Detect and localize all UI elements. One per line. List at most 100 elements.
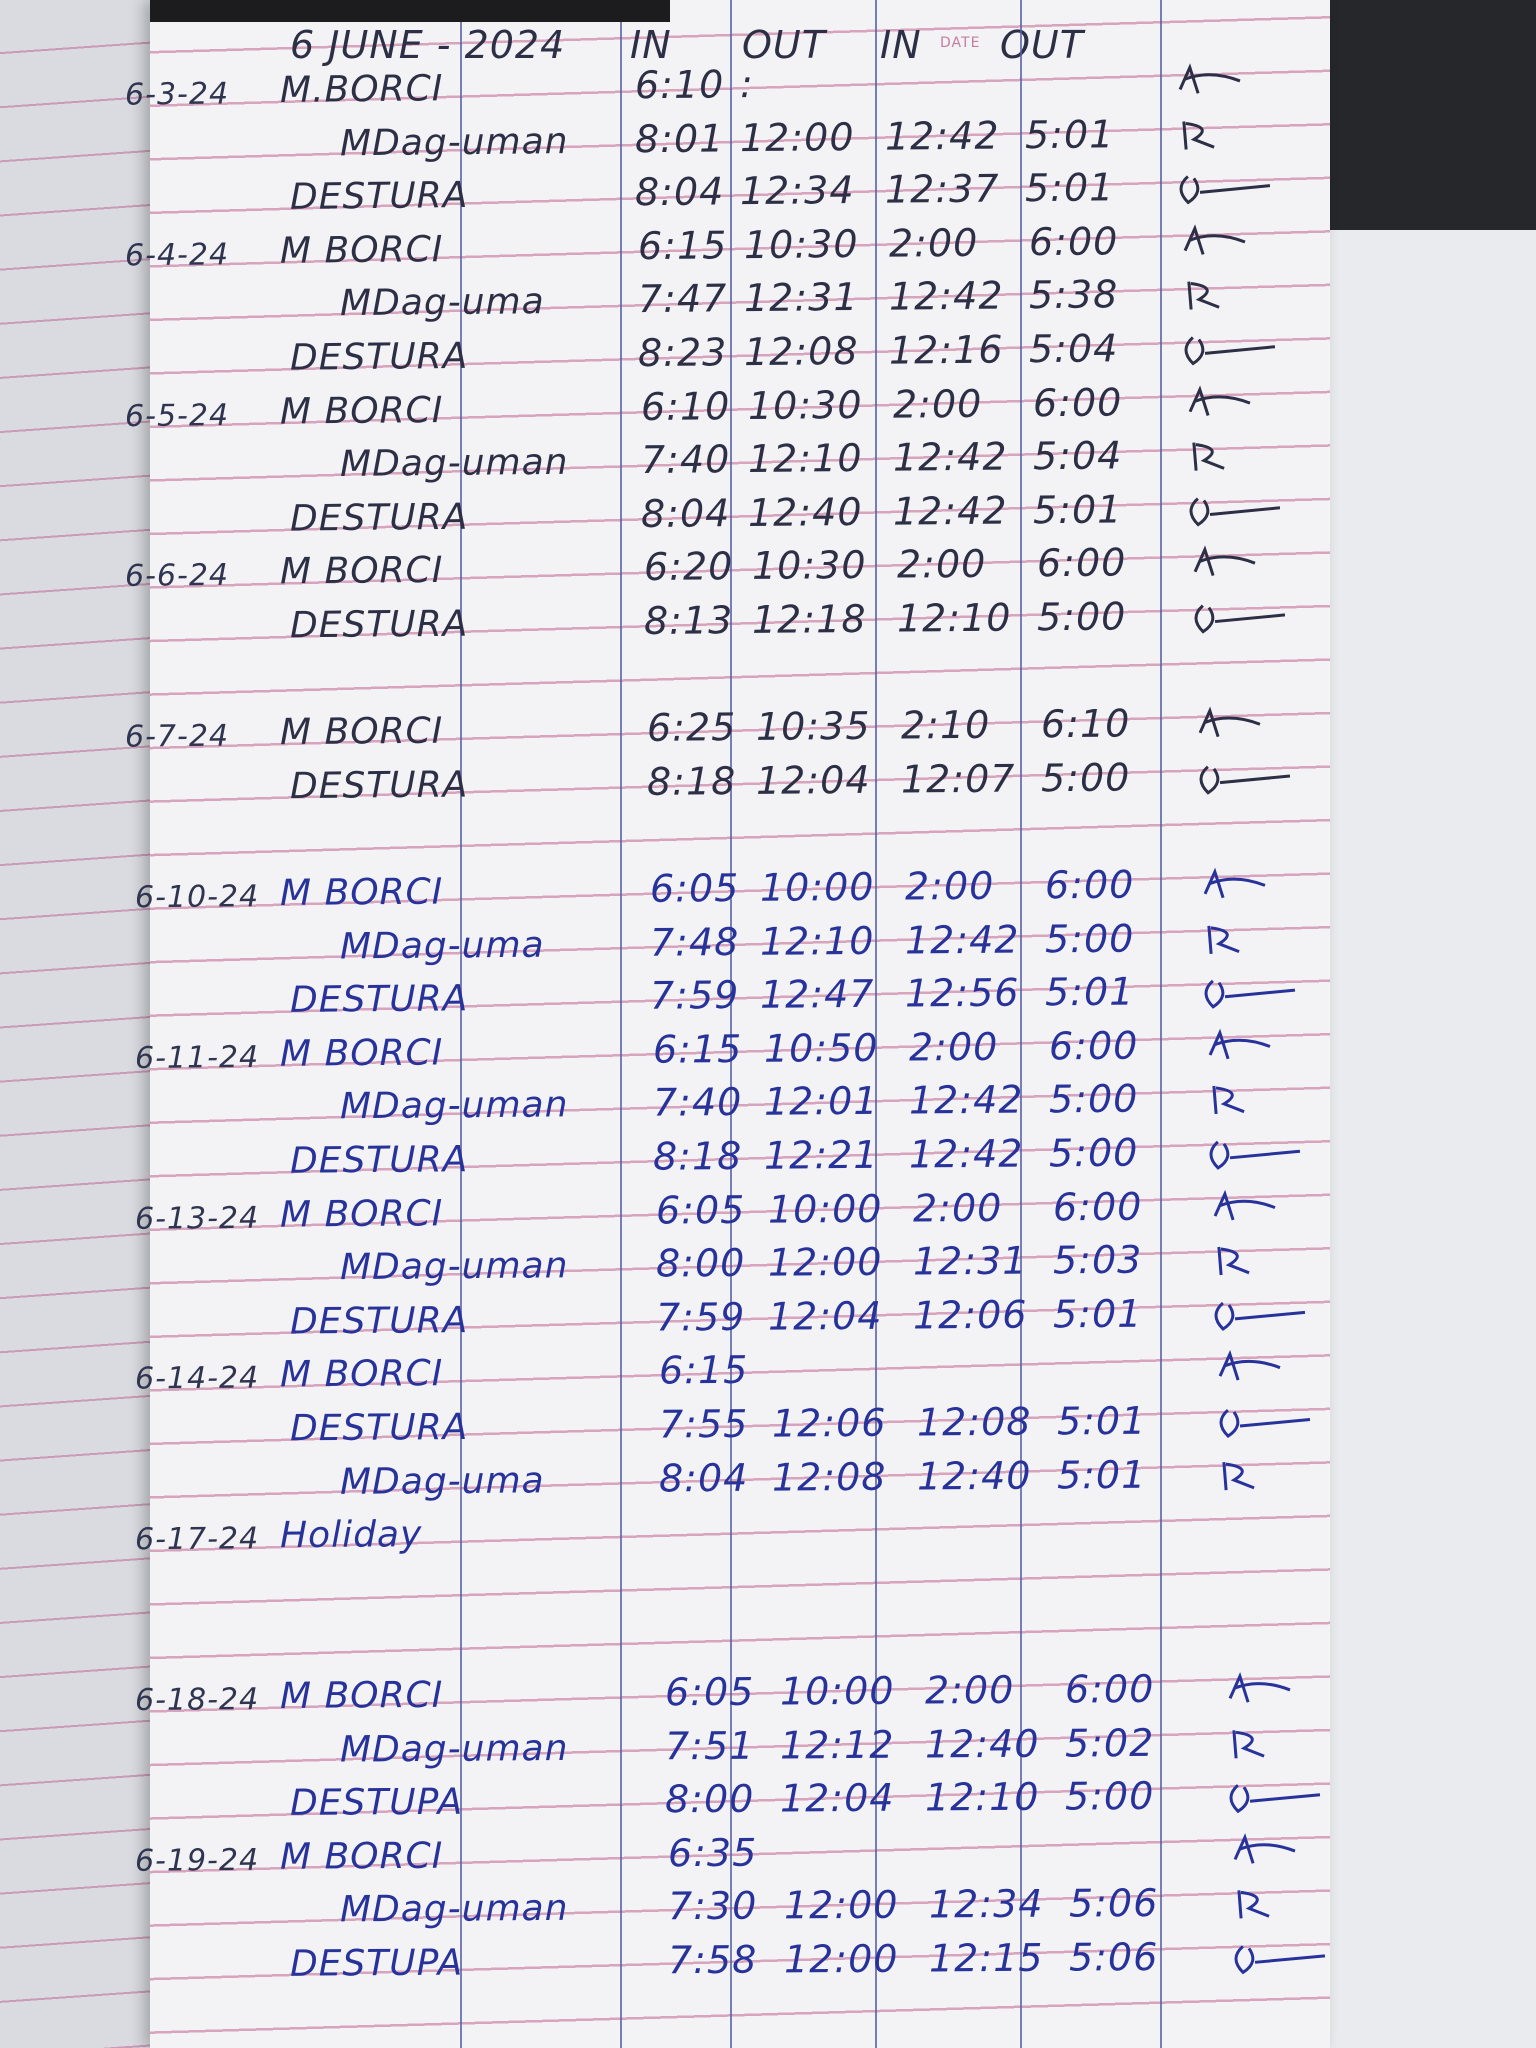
time-out-pm: 5:00 [1064,1774,1155,1819]
employee-name: DESTUPA [289,1942,464,1985]
time-in-pm: 12:40 [916,1453,1032,1499]
time-in-am: 8:00 [655,1241,746,1286]
time-in-pm: 2:00 [892,381,983,427]
time-in-pm: 12:10 [924,1774,1040,1820]
signature-scribble [1214,1301,1306,1331]
time-out-am: 12:00 [783,1936,899,1982]
employee-name: DESTURA [289,496,469,540]
date-printed-mark: DATE [940,35,981,51]
time-in-am: 6:15 [652,1026,743,1072]
signature-scribble [1234,1945,1326,1975]
log-row: 6-7-24 M BORCI 6:25 10:35 2:10 6:10 [125,695,1536,761]
time-in-am: 6:05 [655,1187,746,1233]
time-in-pm: 12:40 [924,1721,1040,1767]
column-rule [875,0,877,2048]
time-out-pm: 5:01 [1024,111,1115,157]
month-heading: 6 JUNE - 2024 [290,23,566,67]
log-row: 6-5-24 M BORCI 6:10 10:30 2:00 6:00 [125,373,1536,440]
time-in-pm: 12:42 [908,1077,1024,1123]
time-out-pm: 6:00 [1028,219,1119,264]
log-row: MDag-uman 7:51 12:12 12:40 5:02 [150,1715,1536,1778]
time-out-am: : [739,62,755,107]
employee-name: MDag-uman [339,1727,569,1771]
employee-name: DESTUPA [289,1781,464,1825]
log-row: DESTURA 8:18 12:21 12:42 5:00 [150,1124,1536,1189]
entry-date: 6-11-24 [134,1039,260,1076]
time-out-am: 10:35 [755,704,871,750]
time-out-am: 12:04 [755,757,871,803]
signature-scribble [1208,1028,1271,1060]
time-out-pm: 5:06 [1068,1934,1159,1980]
time-in-am: 8:04 [634,169,725,215]
time-in-am: 6:15 [637,223,728,268]
column-rule [460,0,462,2048]
time-out-pm: 6:00 [1052,1184,1143,1229]
log-row: DESTURA 7:59 12:04 12:06 5:01 [150,1285,1536,1349]
employee-name: DESTURA [289,335,469,379]
entry-date: 6-4-24 [124,237,230,274]
time-out-am: 12:12 [779,1722,895,1768]
time-out-am: 12:40 [747,489,863,535]
time-in-am: 6:35 [667,1830,758,1876]
signature-scribble [1229,1784,1321,1814]
time-out-am: 10:00 [759,864,875,910]
log-row: 6-13-24 M BORCI 6:05 10:00 2:00 6:00 [135,1178,1536,1242]
log-row: 6-6-24 M BORCI 6:20 10:30 2:00 6:00 [125,534,1536,600]
time-in-pm: 12:07 [900,756,1016,802]
signature-scribble [1222,1461,1255,1490]
log-row: 6-14-24 M BORCI 6:15 [135,1339,1536,1403]
employee-name: M BORCI [279,1032,444,1075]
log-row: MDag-uman 8:00 12:00 12:31 5:03 [150,1232,1536,1296]
time-in-am: 8:04 [640,490,731,536]
employee-name: MDag-uman [339,441,569,486]
column-rule [620,0,622,2048]
time-in-am: 8:23 [637,330,728,376]
employee-name: MDag-uman [339,1245,569,1289]
time-out-am: 12:21 [763,1132,879,1178]
time-out-pm: 6:00 [1036,540,1127,586]
signature-scribble [1194,604,1286,634]
employee-name: DESTURA [289,1299,469,1343]
log-row: 6-11-24 M BORCI 6:15 10:50 2:00 6:00 [135,1017,1536,1082]
time-in-am: 8:13 [643,598,734,643]
time-out-pm: 6:00 [1032,379,1123,425]
log-row: DESTURA 8:23 12:08 12:16 5:04 [150,319,1536,386]
employee-name: M BORCI [279,871,444,914]
employee-name: M BORCI [279,1353,444,1396]
time-in-am: 8:04 [658,1455,749,1501]
signature-scribble [1187,281,1220,311]
employee-name: DESTURA [289,175,469,219]
log-row: 6-19-24 M BORCI 6:35 [135,1822,1536,1884]
time-out-am: 10:50 [763,1025,879,1071]
time-out-pm: 5:01 [1032,487,1123,533]
column-rule [1160,0,1162,2048]
time-out-am: 12:31 [743,275,859,321]
time-out-am: 12:06 [771,1400,887,1446]
time-out-am: 12:04 [767,1293,883,1339]
col-out-pm: OUT [1000,23,1084,67]
time-in-pm: 2:00 [924,1667,1015,1713]
time-in-pm: 12:37 [884,166,1000,212]
time-out-pm: 5:03 [1052,1237,1143,1283]
time-in-pm: 12:10 [896,595,1012,641]
log-row: DESTUPA 8:00 12:04 12:10 5:00 [150,1768,1536,1831]
entry-date: 6-3-24 [124,76,230,113]
signature-scribble [1179,175,1271,205]
time-out-pm: 5:06 [1068,1881,1159,1926]
col-out-am: OUT [742,23,826,67]
time-in-pm: 2:00 [912,1185,1003,1231]
col-in-pm: IN [880,23,922,67]
time-in-am: 7:30 [667,1884,758,1929]
employee-name: Holiday [279,1514,423,1557]
signature-scribble [1232,1729,1265,1759]
log-row: MDag-uman 7:40 12:10 12:42 5:04 [150,426,1536,493]
time-out-am: 12:04 [779,1775,895,1821]
entry-date: 6-14-24 [134,1360,260,1397]
log-row: DESTURA 7:55 12:06 12:08 5:01 [150,1393,1536,1457]
time-in-pm: 12:34 [928,1882,1044,1927]
log-row: DESTURA 8:13 12:18 12:10 5:00 [150,587,1536,653]
log-row: DESTURA 8:04 12:40 12:42 5:01 [150,480,1536,547]
time-in-pm: 12:08 [916,1399,1032,1445]
time-in-am: 6:25 [646,705,737,751]
time-in-am: 7:59 [655,1294,746,1340]
